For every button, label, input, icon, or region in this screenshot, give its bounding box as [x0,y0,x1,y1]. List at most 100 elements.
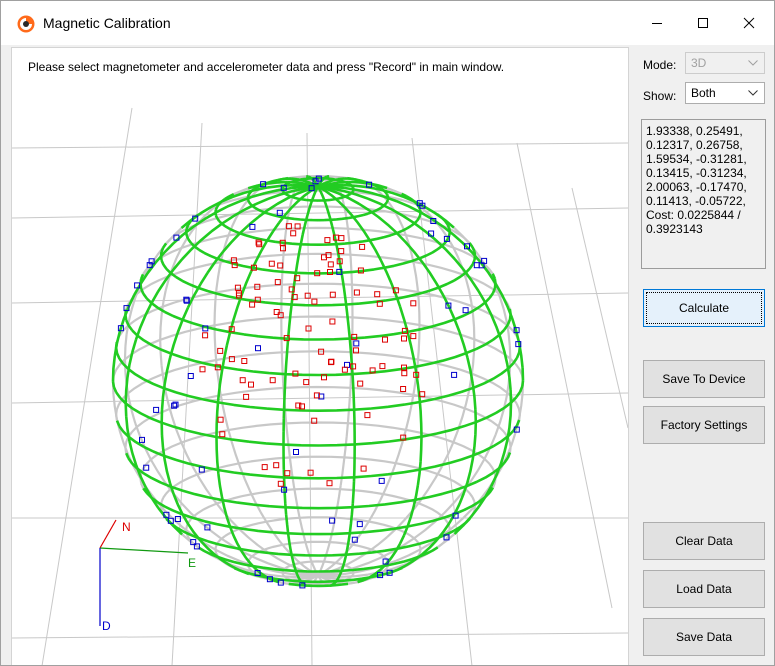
accelerometer-point [313,392,320,399]
title-bar[interactable]: Magnetic Calibration [1,1,774,45]
magnetometer-point [153,406,160,413]
accelerometer-point [353,347,359,354]
app-logo-icon [17,15,35,33]
magnetometer-point [452,512,459,519]
magnetometer-point [299,582,306,589]
accelerometer-point [241,358,248,364]
calculate-button[interactable]: Calculate [643,289,765,327]
magnetometer-point [146,262,153,269]
sphere-wire-front [317,185,513,535]
magnetometer-point [198,466,205,473]
maximize-button[interactable] [680,1,726,45]
accelerometer-point [254,296,261,303]
accelerometer-point [374,291,381,298]
magnetometer-point [318,393,325,400]
accelerometer-point [314,270,321,277]
accelerometer-point [321,374,327,381]
window-title: Magnetic Calibration [43,15,171,31]
calibration-sphere-plot[interactable]: N E D [12,48,628,666]
sphere-wire-front [316,175,330,188]
accelerometer-point [299,403,305,410]
accelerometer-point [400,386,407,392]
down-axis-label: D [102,619,111,633]
sphere-back-wireframe [111,175,525,587]
accelerometer-point [292,370,299,377]
load-data-button[interactable]: Load Data [643,570,765,608]
accelerometer-point [341,366,348,373]
factory-settings-button[interactable]: Factory Settings [643,406,765,444]
accelerometer-point [217,347,224,354]
magnetometer-point [329,517,336,524]
accelerometer-point [291,294,298,301]
accelerometer-point [336,258,343,265]
grid-line [12,292,628,304]
accelerometer-point [357,380,364,387]
accelerometer-point [329,318,336,325]
accelerometer-point [401,335,407,342]
minimize-button[interactable] [634,1,680,45]
calibration-3d-view[interactable]: Please select magnetometer and accelerom… [11,47,629,666]
magnetometer-point [167,517,174,524]
accelerometer-point [228,356,235,363]
save-to-device-button[interactable]: Save To Device [643,360,765,398]
magnetometer-point [255,345,261,352]
accelerometer-point [318,348,325,355]
accelerometer-point [256,241,263,248]
accelerometer-point [277,312,284,319]
accelerometer-point [305,325,312,332]
accelerometer-point [304,292,311,299]
instruction-text: Please select magnetometer and accelerom… [28,60,505,74]
accelerometer-point [217,416,224,423]
magnetometer-point [312,178,319,185]
east-axis-label: E [188,556,196,570]
clear-data-button[interactable]: Clear Data [643,522,765,560]
accelerometer-point [401,370,408,377]
accelerometer-point [254,283,261,290]
close-button[interactable] [726,1,772,45]
sphere-wire-front [316,185,356,587]
chevron-down-icon [748,90,758,96]
accelerometer-point [248,381,254,388]
magnetometer-point [260,181,267,188]
accelerometer-point [326,480,333,487]
magnetometer-point [254,570,261,576]
accelerometer-point [277,480,284,487]
sphere-wire-front [247,180,319,190]
magnetometer-point [174,516,181,522]
magnetometer-point [190,539,197,546]
accelerometer-point [290,230,297,237]
accelerometer-point [235,290,242,297]
accelerometer-point [400,434,407,441]
accelerometer-point [249,301,256,308]
magnetometer-point [277,579,284,586]
magnetometer-point [202,325,209,332]
sphere-wire-front [115,419,521,480]
magnetometer-point [419,202,426,209]
sphere-wire-front [317,177,358,188]
save-data-button[interactable]: Save Data [643,618,765,656]
calibration-parameters-textbox[interactable]: 1.93338, 0.25491, 0.12317, 0.26758, 1.59… [641,119,766,269]
mode-select[interactable]: 3D [685,52,765,74]
accelerometer-point [353,289,360,296]
magnetometer-point [293,449,299,455]
north-axis-label: N [122,520,131,534]
accelerometer-point [303,379,310,386]
sphere-wire-front [124,185,319,536]
sphere-wire-front [317,183,455,229]
sphere-wire-front [317,185,423,584]
accelerometer-point [307,469,314,476]
accelerometer-point [219,431,226,438]
sample-points [117,175,522,589]
accelerometer-point [364,412,371,419]
accelerometer-point [351,333,358,340]
magnetometer-point [163,511,170,518]
accelerometer-point [327,261,334,268]
grid-line [12,142,628,149]
magnetometer-point [366,181,373,188]
accelerometer-point [283,335,290,342]
sphere-wire-front [317,185,525,381]
sphere-wire-front [139,273,497,341]
accelerometer-point [269,377,276,384]
show-select[interactable]: Both [685,82,765,104]
